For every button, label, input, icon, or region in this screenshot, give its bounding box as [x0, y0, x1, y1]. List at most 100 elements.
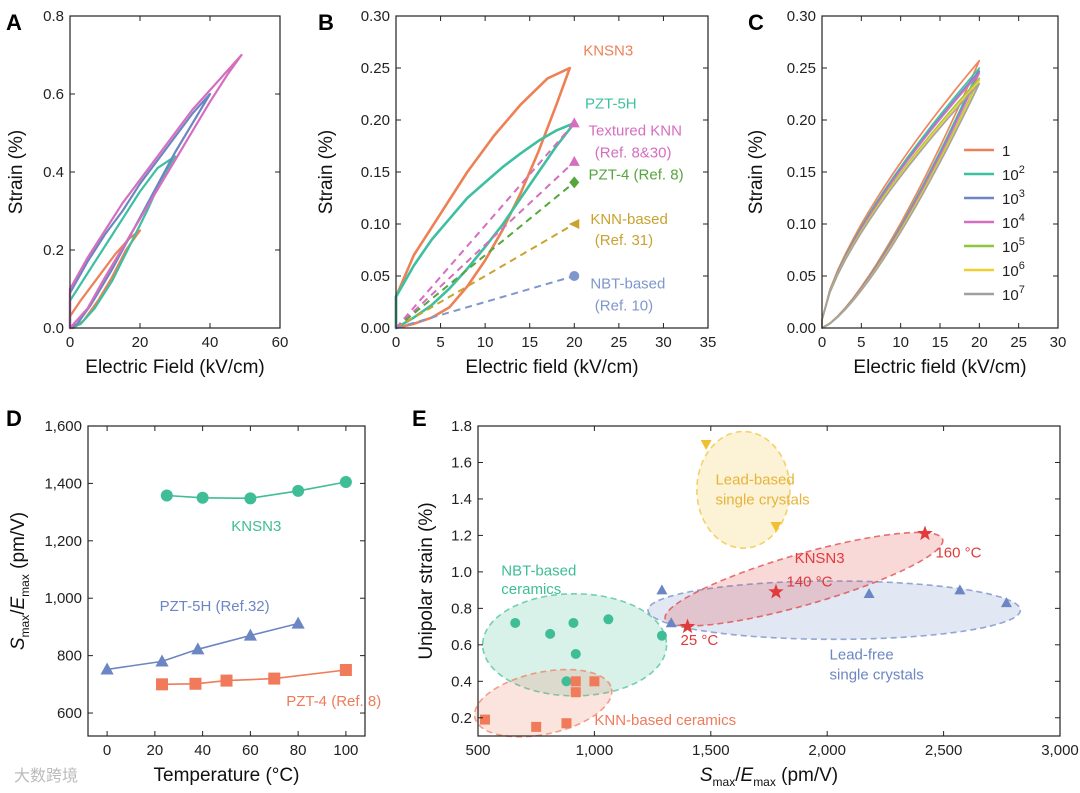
x-tick-label: 10	[477, 334, 494, 351]
panel-e: 500 1,000 1,500 2,000 2,500 3,000 0.2 0.4 0.6 0.8…	[412, 406, 1079, 789]
panel-label: A	[6, 10, 22, 35]
dashed-line-2	[395, 160, 575, 329]
x-tick-label: 40	[202, 334, 219, 351]
y-tick-label: 0.4	[43, 164, 64, 181]
x-tick-label: 25	[611, 334, 628, 351]
y-tick-label: 0.4	[451, 673, 472, 690]
data-point-0	[656, 630, 667, 641]
y-tick-label: 0.15	[361, 164, 390, 181]
x-tick-label: 20	[147, 742, 164, 759]
y-tick-label: 0.05	[787, 268, 816, 285]
y-axis-label: Unipolar strain (%)	[416, 502, 437, 659]
y-tick-label: 1,400	[44, 475, 82, 492]
y-axis-label-e_sub: max	[18, 574, 32, 597]
panel-c: 0 5 10 15 20 25 300.000.050.100.150.200.250.30…	[746, 8, 1066, 378]
dashed-line-5	[395, 275, 575, 329]
x-axis-label-sep: /	[735, 765, 741, 786]
legend-label-1: 102	[1002, 164, 1025, 184]
x-tick-label: 2,500	[925, 742, 963, 759]
y-axis-label: Strain (%)	[316, 130, 337, 214]
legend-base: 10	[1002, 239, 1019, 256]
y-tick-label: 0.2	[43, 242, 64, 259]
data-point-3	[1000, 597, 1012, 608]
y-tick-label: 600	[57, 705, 82, 722]
x-tick-label: 60	[272, 334, 289, 351]
y-tick-label: 1.4	[451, 491, 472, 508]
data-point-0	[570, 648, 581, 659]
y-tick-label: 0.05	[361, 268, 390, 285]
y-tick-label: 800	[57, 648, 82, 665]
loop-line-6	[821, 82, 981, 329]
dashed-line-3	[395, 181, 575, 329]
x-tick-label: 40	[194, 742, 211, 759]
data-point-2	[770, 522, 782, 533]
legend-base: 10	[1002, 287, 1019, 304]
annotation-label: 160 °C	[935, 544, 981, 561]
plot-frame	[477, 425, 1061, 737]
plot-frame	[69, 15, 281, 329]
legend-base: 10	[1002, 263, 1019, 280]
y-axis-label-unit: (pm/V)	[8, 512, 29, 574]
annotation-label: (Ref. 31)	[595, 232, 653, 249]
annotation-label: Textured KNN	[589, 123, 682, 140]
data-point-1	[155, 654, 169, 667]
loop-line-0	[394, 66, 572, 330]
data-point-3	[863, 588, 875, 599]
y-tick-label: 0.25	[361, 60, 390, 77]
legend-exponent: 2	[1019, 164, 1025, 176]
x-tick-label: 20	[132, 334, 149, 351]
data-point-1	[100, 662, 114, 675]
legend-base: 1	[1002, 143, 1010, 160]
x-tick-label: 1,500	[692, 742, 730, 759]
y-tick-label: 0.20	[361, 112, 390, 129]
data-point-1	[570, 676, 581, 687]
endpoint-marker-2	[568, 155, 580, 166]
y-tick-label: 0.10	[361, 216, 390, 233]
x-axis-label: Temperature (°C)	[154, 765, 300, 786]
annotation-label: (Ref. 8&30)	[595, 144, 672, 161]
y-tick-label: 0.00	[787, 320, 816, 337]
endpoint-marker-6	[568, 117, 580, 128]
y-tick-label: 1.6	[451, 454, 472, 471]
x-axis-label-e_sub: max	[753, 775, 776, 789]
endpoint-marker-3	[569, 176, 580, 189]
data-point-2	[339, 663, 352, 676]
annotation-label: PZT-4 (Ref. 8)	[589, 166, 684, 183]
y-tick-label: 0.15	[787, 164, 816, 181]
x-tick-label: 20	[566, 334, 583, 351]
y-axis-label-s: S	[8, 637, 29, 650]
panel-d: 0 20 40 60 80 100 600 800 1,000 1,200 1,400 1,600 D T…	[6, 406, 381, 786]
data-point-2	[268, 672, 281, 685]
legend-exponent: 6	[1019, 260, 1025, 272]
data-point-4	[768, 583, 784, 599]
x-tick-label: 80	[290, 742, 307, 759]
data-point-0	[292, 484, 305, 497]
annotation-label: (Ref. 10)	[595, 297, 653, 314]
x-axis-label-s: S	[700, 765, 713, 786]
endpoint-marker-5	[569, 271, 580, 281]
annotation-label: PZT-4 (Ref. 8)	[286, 693, 381, 710]
data-point-3	[954, 584, 966, 595]
annotation-label: KNSN3	[795, 550, 845, 567]
annotation-label: Lead-based	[715, 471, 794, 488]
legend-exponent: 3	[1019, 188, 1025, 200]
loop-line-3	[68, 53, 243, 330]
annotation-label: NBT-based	[590, 275, 665, 292]
data-point-0	[244, 492, 257, 505]
data-point-1	[291, 616, 305, 629]
annotation-label: KNN-based ceramics	[594, 712, 736, 729]
annotation-label: ceramics	[501, 581, 561, 598]
x-tick-label: 5	[857, 334, 865, 351]
y-tick-label: 0.25	[787, 60, 816, 77]
annotation-label: NBT-based	[501, 563, 576, 580]
data-point-0	[561, 676, 572, 687]
data-point-4	[679, 618, 696, 634]
legend-label-5: 106	[1002, 260, 1025, 280]
x-tick-label: 0	[103, 742, 111, 759]
x-tick-label: 2,000	[808, 742, 846, 759]
legend-label-0: 1	[1002, 143, 1010, 160]
data-point-0	[196, 491, 209, 504]
y-tick-label: 1,600	[44, 418, 82, 435]
